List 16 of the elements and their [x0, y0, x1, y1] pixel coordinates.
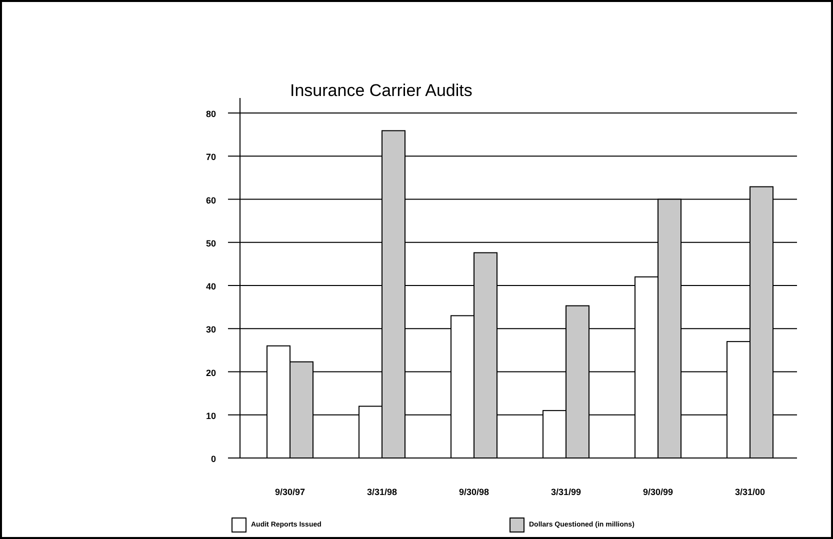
y-tick-label: 20: [206, 368, 216, 378]
x-tick-label: 3/31/99: [550, 487, 582, 497]
x-tick-label: 9/30/98: [458, 487, 490, 497]
x-tick-label: 9/30/97: [274, 487, 306, 497]
y-tick-label: 30: [206, 324, 216, 335]
y-tick-label: 80: [206, 109, 216, 119]
y-tick-label: 0: [210, 454, 216, 464]
x-tick-label: 9/30/99: [642, 487, 674, 497]
y-tick-label: 50: [206, 238, 216, 248]
y-tick-label: 40: [206, 282, 216, 292]
x-tick-label: 3/31/00: [734, 487, 766, 497]
y-tick-label: 60: [206, 195, 216, 206]
chart-title: Insurance Carrier Audits: [290, 81, 472, 100]
x-tick-label: 3/31/98: [366, 487, 398, 497]
y-tick-label: 10: [206, 410, 216, 421]
y-tick-label: 70: [206, 152, 216, 162]
